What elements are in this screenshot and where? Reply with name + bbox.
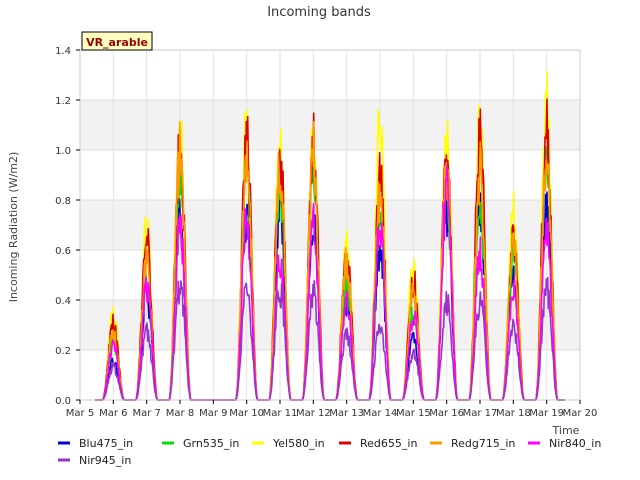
plot-band xyxy=(80,250,580,300)
x-tick-label: Mar 12 xyxy=(296,408,331,419)
axes: 0.0 0.2 0.4 0.6 0.8 1.0 1.2 1.4 Mar 5 Mar 6 Mar 7 M… xyxy=(55,46,597,419)
x-tick-label: Mar 18 xyxy=(496,408,531,419)
x-tick-label: Mar 6 xyxy=(99,408,127,419)
x-tick-label: Mar 5 xyxy=(66,408,94,419)
chart-title: Incoming bands xyxy=(267,5,371,20)
y-tick-label: 0.0 xyxy=(55,396,71,407)
legend-swatch xyxy=(162,441,174,445)
x-tick-label: Mar 7 xyxy=(132,408,160,419)
x-tick-label: Mar 16 xyxy=(429,408,464,419)
x-tick-label: Mar 8 xyxy=(166,408,194,419)
plot-background-bands xyxy=(80,50,580,400)
plot-band xyxy=(80,100,580,150)
x-tick-label: Mar 9 xyxy=(199,408,227,419)
x-tick-label: Mar 14 xyxy=(363,408,398,419)
plot-band xyxy=(80,200,580,250)
y-tick-label: 0.4 xyxy=(55,296,71,307)
legend: Blu475_in Grn535_in Yel580_in Red655_in Redg… xyxy=(58,437,601,467)
y-tick-label: 0.2 xyxy=(55,346,71,357)
y-axis-label: Incoming Radiation (W/m2) xyxy=(7,152,20,303)
y-tick-label: 0.6 xyxy=(55,246,71,257)
x-tick-label: Mar 15 xyxy=(396,408,431,419)
legend-label: Grn535_in xyxy=(183,437,239,450)
x-tick-label: Mar 11 xyxy=(263,408,298,419)
plot-band xyxy=(80,150,580,200)
y-tick-label: 1.4 xyxy=(55,46,71,57)
x-axis-title: Time xyxy=(552,424,580,437)
legend-label: Red655_in xyxy=(360,437,417,450)
legend-swatch xyxy=(339,441,351,445)
x-tick-label: Mar 13 xyxy=(329,408,364,419)
legend-swatch xyxy=(58,458,70,462)
y-tick-label: 1.0 xyxy=(55,146,71,157)
x-tick-label: Mar 20 xyxy=(563,408,598,419)
legend-label: Nir840_in xyxy=(549,437,601,450)
legend-swatch xyxy=(528,441,540,445)
plot-frame xyxy=(79,49,581,401)
badge-label: VR_arable xyxy=(86,36,148,49)
y-axis-title: Incoming Radiation (W/m2) xyxy=(7,152,20,303)
x-tick-label: Mar 17 xyxy=(463,408,498,419)
plot-band xyxy=(80,300,580,350)
legend-label: Redg715_in xyxy=(451,437,515,450)
x-tick-label: Mar 19 xyxy=(529,408,564,419)
vr-arable-badge: VR_arable xyxy=(81,31,153,51)
plot-band xyxy=(80,50,580,100)
y-tick-label: 0.8 xyxy=(55,196,71,207)
legend-label: Blu475_in xyxy=(79,437,133,450)
legend-swatch xyxy=(252,441,264,445)
badge-box xyxy=(81,31,153,51)
legend-label: Nir945_in xyxy=(79,454,131,467)
y-tick-label: 1.2 xyxy=(55,96,71,107)
legend-swatch xyxy=(58,441,70,445)
legend-label: Yel580_in xyxy=(272,437,325,450)
legend-swatch xyxy=(430,441,442,445)
x-tick-label: Mar 10 xyxy=(229,408,264,419)
plot-band xyxy=(80,350,580,400)
